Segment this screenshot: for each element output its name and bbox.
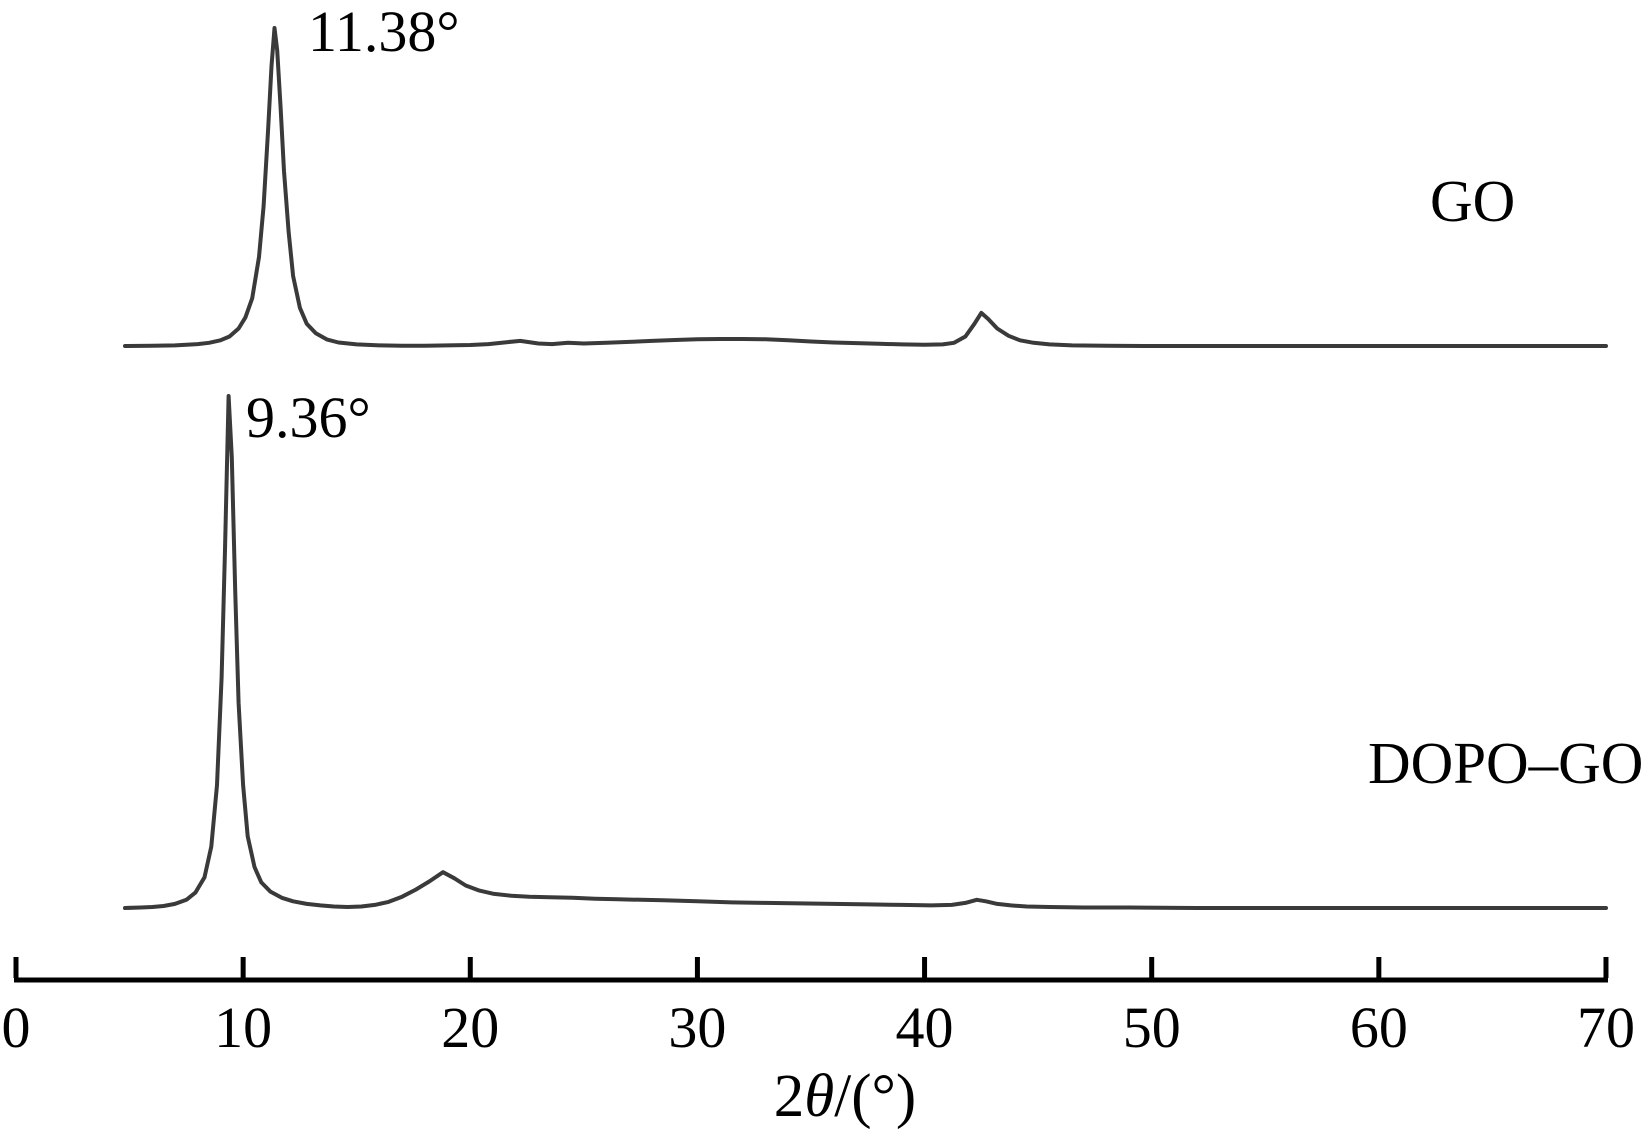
x-axis-title-suffix: /(°) — [834, 1063, 917, 1130]
x-tick-label: 40 — [895, 995, 954, 1060]
x-tick-label: 70 — [1576, 995, 1635, 1060]
x-axis-tick-labels: 0 10 20 30 40 50 60 70 — [0, 999, 1650, 1061]
go-curve — [123, 26, 1608, 348]
dopo-go-peak-annotation: 9.36° — [246, 385, 371, 450]
x-tick-label: 30 — [668, 995, 727, 1060]
go-peak-annotation: 11.38° — [308, 0, 460, 64]
dopo-go-curve — [123, 394, 1608, 910]
x-tick-label: 20 — [441, 995, 500, 1060]
x-tick-label: 0 — [1, 995, 31, 1060]
x-axis-title-prefix: 2 — [773, 1063, 805, 1130]
x-tick-label: 50 — [1122, 995, 1181, 1060]
x-axis-title: 2θ/(°) — [774, 1066, 916, 1127]
x-axis — [13, 957, 1609, 983]
x-tick-label: 60 — [1349, 995, 1408, 1060]
dopo-go-series-label: DOPO–GO — [1368, 730, 1644, 796]
go-series-label: GO — [1430, 168, 1516, 234]
x-axis-title-theta: θ — [804, 1063, 835, 1130]
x-tick-label: 10 — [214, 995, 273, 1060]
